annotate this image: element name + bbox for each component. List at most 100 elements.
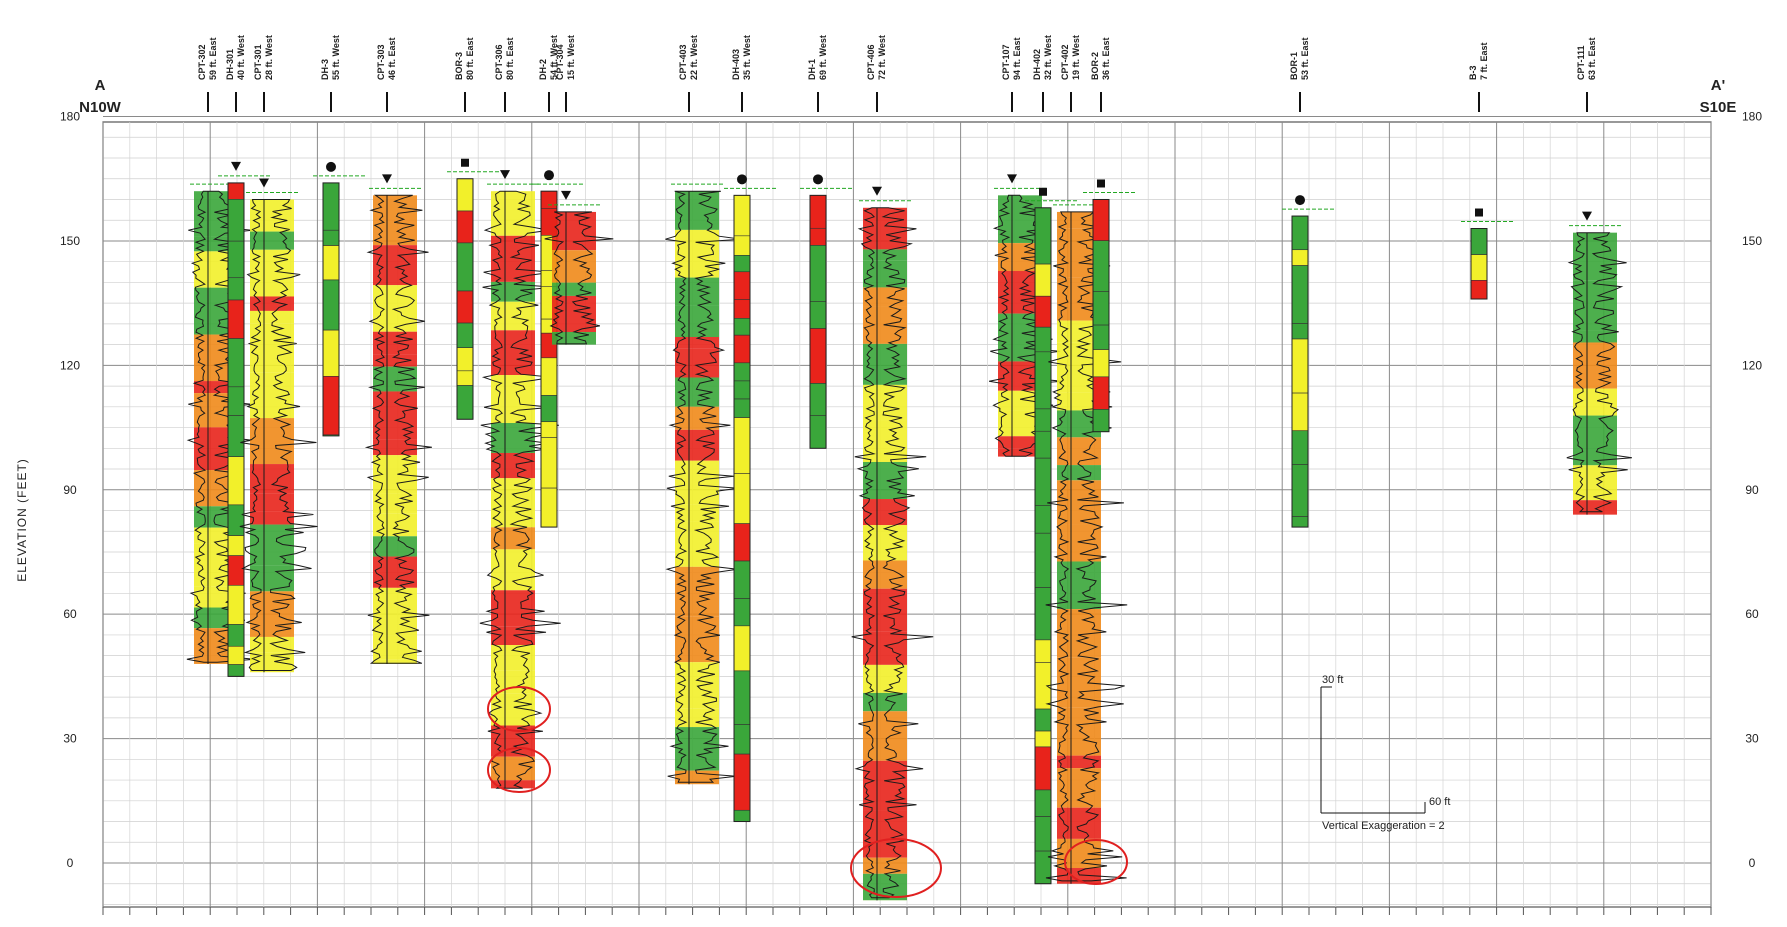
boring-segment [227, 240, 245, 279]
y-tick-label-left: 120 [60, 358, 80, 372]
boring-segment [1034, 457, 1052, 506]
boring-segment [1034, 430, 1052, 459]
highlight-annotations [487, 686, 1128, 898]
y-tick-label-right: 90 [1745, 483, 1759, 497]
boring-circle-icon [813, 174, 823, 185]
water-level-triangle-icon [1582, 211, 1592, 221]
cpt-trace [239, 199, 318, 671]
boring-segment [456, 370, 474, 386]
log-name-label: DH-3 [320, 59, 330, 80]
boring-segment [227, 338, 245, 388]
boring-segment [733, 380, 751, 400]
log-name-label: DH-301 [225, 49, 235, 80]
log-b-3 [1461, 208, 1513, 300]
boring-segment [733, 560, 751, 599]
boring-segment [809, 195, 827, 229]
boring-segment [1291, 338, 1309, 394]
cpt-band [250, 493, 294, 512]
boring-segment [456, 322, 474, 349]
boring-segment [809, 328, 827, 384]
boring-segment [1092, 324, 1110, 350]
boring-circle-icon [737, 174, 747, 185]
log-name-label: BOR-2 [1090, 52, 1100, 80]
boring-segment [1034, 746, 1052, 791]
cpt-band [373, 587, 417, 636]
cpt-band [863, 631, 907, 665]
boring-segment [1291, 392, 1309, 432]
boring-segment [227, 199, 245, 242]
boring-segment [1034, 587, 1052, 641]
log-bor-2 [1083, 179, 1135, 433]
log-offset-label: 55 ft. West [331, 35, 341, 80]
boring-segment [733, 753, 751, 811]
boring-outline [540, 190, 558, 528]
cpt-band [863, 207, 907, 250]
cpt-band [491, 301, 535, 331]
boring-segment [733, 362, 751, 382]
boring-segment [733, 625, 751, 672]
cpt-band [491, 780, 535, 789]
water-level-triangle-icon [872, 186, 882, 196]
boring-segment [1034, 639, 1052, 663]
boring-outline [733, 194, 751, 823]
log-offset-label: 63 ft. East [1587, 37, 1597, 80]
log-offset-label: 32 ft. West [1043, 35, 1053, 80]
boring-segment [322, 229, 340, 246]
cpt-band [491, 645, 535, 671]
cpt-band [1057, 392, 1101, 411]
boring-segment [1092, 376, 1110, 410]
boring-segment [227, 664, 245, 677]
boring-segment [1092, 291, 1110, 326]
boring-segment [1034, 263, 1052, 297]
log-cpt-306 [479, 170, 561, 789]
boring-square-icon [1475, 208, 1483, 217]
cpt-band [1057, 211, 1101, 229]
cpt-band [552, 282, 596, 296]
cpt-band [998, 448, 1042, 457]
boring-segment [227, 584, 245, 625]
boring-outline [227, 182, 245, 677]
cpt-band [675, 406, 719, 430]
y-tick-label-right: 120 [1742, 358, 1762, 372]
boring-square-icon [1039, 187, 1047, 196]
cpt-band [194, 381, 238, 394]
boring-segment [227, 456, 245, 506]
log-cpt-302 [186, 183, 256, 664]
boring-segment [1291, 265, 1309, 324]
boring-segment [227, 415, 245, 457]
y-tick-label-right: 30 [1745, 732, 1759, 746]
boring-segment [227, 645, 245, 665]
y-tick-label-left: 90 [63, 483, 77, 497]
log-offset-label: 40 ft. West [236, 35, 246, 80]
cpt-band [1573, 500, 1617, 515]
cpt-band [373, 536, 417, 557]
boring-segment [809, 227, 827, 246]
log-dh-403 [724, 174, 776, 823]
boring-segment [540, 357, 558, 396]
log-name-label: CPT-403 [678, 44, 688, 80]
boring-circle-icon [1295, 195, 1305, 206]
log-offset-label: 54 ft. West [549, 35, 559, 80]
log-cpt-303 [364, 174, 432, 664]
log-name-label: CPT-107 [1001, 44, 1011, 80]
boring-segment [1034, 295, 1052, 328]
boring-outline [1034, 207, 1052, 885]
boring-segment [322, 329, 340, 377]
log-cpt-406 [851, 186, 934, 901]
boring-segment [1034, 326, 1052, 353]
log-offset-label: 22 ft. West [689, 35, 699, 80]
log-offset-label: 69 ft. West [818, 35, 828, 80]
cpt-band [675, 305, 719, 337]
y-tick-label-right: 180 [1742, 110, 1762, 124]
boring-segment [1470, 280, 1488, 300]
boring-segment [1034, 730, 1052, 748]
boring-segment [733, 334, 751, 364]
cpt-band [1057, 465, 1101, 481]
cpt-band [373, 493, 417, 514]
boring-segment [456, 242, 474, 292]
y-tick-label-left: 150 [60, 234, 80, 248]
cpt-band [863, 692, 907, 712]
boring-segment [540, 395, 558, 423]
boring-segment [733, 473, 751, 524]
